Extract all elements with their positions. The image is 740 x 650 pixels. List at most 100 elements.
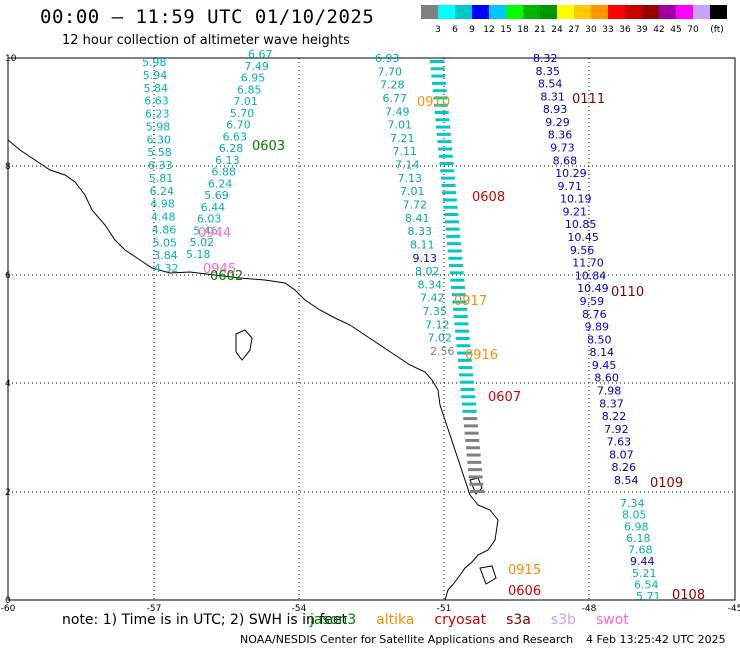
track-mark (433, 96, 448, 100)
pass-label: 0607 (488, 390, 521, 405)
x-tick-label: -60 (1, 604, 16, 614)
wave-height-value: 10.29 (555, 167, 587, 180)
wave-height-value: 5.18 (186, 248, 211, 261)
island (479, 565, 497, 585)
wave-height-value: 7.14 (395, 159, 420, 172)
y-tick-label: 10 (5, 54, 17, 64)
track-mark (455, 336, 470, 340)
track-mark (453, 315, 468, 319)
wave-height-value: 9.21 (562, 205, 587, 218)
scale-tick-label: 33 (602, 25, 613, 35)
island (469, 477, 483, 495)
track-mark (447, 249, 462, 253)
track-mark (467, 468, 482, 472)
pass-label: 0944 (198, 226, 231, 241)
wave-height-value: 8.31 (540, 90, 565, 103)
credit-line: NOAA/NESDIS Center for Satellite Applica… (240, 633, 574, 646)
wave-height-value: 7.01 (233, 95, 257, 108)
pass-label: 0608 (472, 190, 505, 205)
pass-label: 0111 (572, 92, 605, 107)
track-mark (439, 162, 454, 166)
wave-height-value: 8.07 (609, 448, 634, 461)
wave-height-value: 7.72 (403, 199, 428, 212)
wave-height-value: 6.63 (144, 95, 169, 108)
pass-label: 0915 (508, 563, 541, 578)
wave-height-value: 8.35 (535, 65, 560, 78)
wave-height-value: 9.45 (592, 359, 617, 372)
wave-height-value: 8.37 (599, 397, 624, 410)
wave-height-value: 9.59 (580, 295, 605, 308)
wave-height-value: 5.71 (636, 590, 661, 603)
wave-height-value: 6.67 (248, 48, 273, 61)
wave-height-value: 7.13 (398, 172, 423, 185)
track-mark (442, 198, 457, 202)
wave-height-value: 8.76 (582, 308, 607, 321)
scale-swatch (540, 5, 557, 19)
scale-tick-label: 24 (551, 25, 563, 35)
track-mark (434, 103, 449, 107)
wave-height-value: 5.70 (230, 107, 255, 120)
color-scale-bar: 3 6 9 12 15 18 21 24 27 30 33 36 39 42 45 70 (ft) (421, 5, 727, 35)
wave-height-value: 8.41 (405, 212, 430, 225)
track-mark (438, 147, 453, 151)
track-mark (446, 242, 461, 246)
wave-height-value: 7.49 (385, 105, 410, 118)
track-mark (453, 307, 468, 311)
scale-tick-label: 21 (534, 25, 545, 35)
wave-height-value: 9.44 (630, 555, 655, 568)
wave-height-value: 9.71 (558, 180, 583, 193)
wave-height-value: 6.24 (208, 177, 233, 190)
x-tick-label: -45 (728, 604, 740, 614)
track-mark (444, 220, 459, 224)
scale-swatch (625, 5, 642, 19)
pass-label: 0606 (508, 584, 541, 599)
track-mark (463, 424, 478, 428)
wave-height-value: 8.54 (538, 78, 563, 91)
scale-tick-label: 39 (636, 25, 648, 35)
coastline (7, 139, 499, 601)
satellite-legend-item: s3b (550, 612, 576, 628)
track-mark (442, 191, 457, 195)
track-mark (434, 111, 449, 115)
scale-tick-label: 42 (653, 25, 664, 35)
track-mark (469, 482, 484, 486)
track-mark (440, 169, 455, 173)
wave-height-value: 9.73 (550, 142, 575, 155)
scale-tick-label: 3 (435, 25, 441, 35)
wave-height-value: 9.56 (570, 244, 595, 257)
wave-height-value: 5.46 (193, 224, 218, 237)
wave-height-value: 10.49 (577, 282, 609, 295)
track-mark (455, 329, 470, 333)
wave-height-value: 7.12 (425, 318, 450, 331)
wave-height-value: 8.22 (602, 410, 627, 423)
scale-tick-label: 70 (687, 25, 699, 35)
pass-label: 0916 (465, 348, 498, 363)
scale-tick-label: 36 (619, 25, 631, 35)
scale-swatch (574, 5, 591, 19)
wave-height-value: 6.98 (624, 520, 649, 533)
track-mark (466, 453, 481, 457)
scale-unit: (ft) (710, 25, 724, 35)
wave-height-value: 11.70 (572, 257, 604, 270)
island (235, 329, 253, 361)
wave-height-value: 8.36 (548, 129, 573, 142)
scale-tick-label: 45 (670, 25, 681, 35)
track-mark (444, 213, 459, 217)
wave-height-value: 7.98 (597, 384, 622, 397)
wave-height-value: 7.49 (244, 60, 269, 73)
scale-swatch (710, 5, 727, 19)
track-mark (450, 278, 465, 282)
wave-height-value: 7.70 (378, 65, 403, 78)
track-mark (457, 351, 472, 355)
track-mark (436, 125, 451, 129)
wave-height-value: 7.34 (620, 497, 645, 510)
wave-height-value: 6.24 (150, 185, 175, 198)
track-mark (448, 264, 463, 268)
generated-timestamp: 4 Feb 13:25:42 UTC 2025 (586, 633, 726, 646)
wave-height-value: 5.84 (144, 82, 169, 95)
scale-tick-label: 15 (500, 25, 511, 35)
scale-swatch (472, 5, 489, 19)
wave-height-value: 7.01 (400, 185, 425, 198)
track-mark (461, 402, 476, 406)
